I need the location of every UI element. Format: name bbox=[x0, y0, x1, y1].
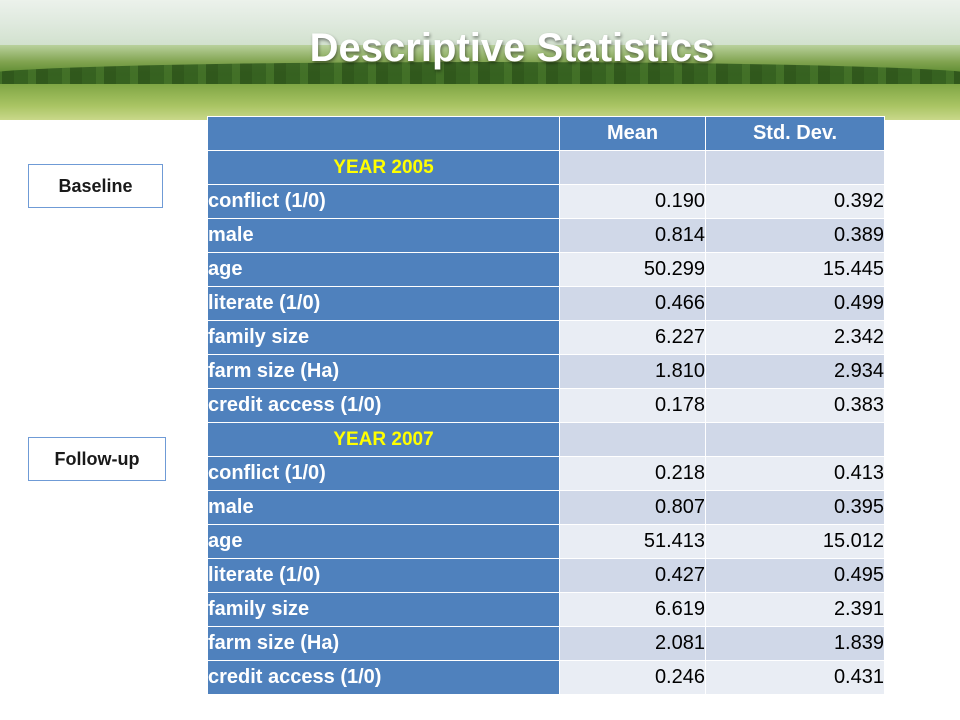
empty-cell bbox=[559, 150, 706, 185]
mean-value: 1.810 bbox=[559, 354, 706, 389]
mean-value: 0.178 bbox=[559, 388, 706, 423]
table-row: credit access (1/0) 0.246 0.431 bbox=[207, 660, 885, 695]
sd-value: 0.383 bbox=[705, 388, 885, 423]
sd-value: 0.413 bbox=[705, 456, 885, 491]
row-label: literate (1/0) bbox=[207, 286, 560, 321]
year-label: YEAR 2007 bbox=[207, 422, 560, 457]
sd-value: 0.389 bbox=[705, 218, 885, 253]
sd-value: 2.934 bbox=[705, 354, 885, 389]
row-label: family size bbox=[207, 592, 560, 627]
mean-value: 6.619 bbox=[559, 592, 706, 627]
empty-cell bbox=[705, 422, 885, 457]
empty-cell bbox=[705, 150, 885, 185]
sd-value: 2.391 bbox=[705, 592, 885, 627]
table-row: credit access (1/0) 0.178 0.383 bbox=[207, 388, 885, 423]
table-row: conflict (1/0) 0.218 0.413 bbox=[207, 456, 885, 491]
section-row-2005: YEAR 2005 bbox=[207, 150, 885, 185]
header-blank bbox=[207, 116, 560, 151]
sd-value: 0.395 bbox=[705, 490, 885, 525]
banner-field bbox=[0, 84, 960, 120]
empty-cell bbox=[559, 422, 706, 457]
table-row: family size 6.227 2.342 bbox=[207, 320, 885, 355]
table-header-row: Mean Std. Dev. bbox=[207, 116, 885, 151]
mean-value: 0.218 bbox=[559, 456, 706, 491]
table-row: male 0.807 0.395 bbox=[207, 490, 885, 525]
sd-value: 2.342 bbox=[705, 320, 885, 355]
baseline-label: Baseline bbox=[28, 164, 163, 208]
header-std-dev: Std. Dev. bbox=[705, 116, 885, 151]
sd-value: 0.495 bbox=[705, 558, 885, 593]
sd-value: 15.012 bbox=[705, 524, 885, 559]
mean-value: 0.246 bbox=[559, 660, 706, 695]
mean-value: 0.427 bbox=[559, 558, 706, 593]
header-mean: Mean bbox=[559, 116, 706, 151]
slide-title: Descriptive Statistics bbox=[309, 26, 715, 70]
sd-value: 0.431 bbox=[705, 660, 885, 695]
banner-treeline bbox=[0, 62, 960, 84]
row-label: credit access (1/0) bbox=[207, 660, 560, 695]
row-label: conflict (1/0) bbox=[207, 456, 560, 491]
mean-value: 0.190 bbox=[559, 184, 706, 219]
table-row: literate (1/0) 0.427 0.495 bbox=[207, 558, 885, 593]
row-label: male bbox=[207, 490, 560, 525]
table-row: male 0.814 0.389 bbox=[207, 218, 885, 253]
mean-value: 6.227 bbox=[559, 320, 706, 355]
sd-value: 0.392 bbox=[705, 184, 885, 219]
banner-sky bbox=[0, 0, 960, 45]
row-label: farm size (Ha) bbox=[207, 626, 560, 661]
mean-value: 0.807 bbox=[559, 490, 706, 525]
table-row: family size 6.619 2.391 bbox=[207, 592, 885, 627]
followup-label: Follow-up bbox=[28, 437, 166, 481]
table-row: age 51.413 15.012 bbox=[207, 524, 885, 559]
row-label: credit access (1/0) bbox=[207, 388, 560, 423]
mean-value: 51.413 bbox=[559, 524, 706, 559]
table-row: literate (1/0) 0.466 0.499 bbox=[207, 286, 885, 321]
mean-value: 50.299 bbox=[559, 252, 706, 287]
table-row: farm size (Ha) 2.081 1.839 bbox=[207, 626, 885, 661]
header-banner bbox=[0, 0, 960, 120]
sd-value: 1.839 bbox=[705, 626, 885, 661]
row-label: family size bbox=[207, 320, 560, 355]
mean-value: 0.814 bbox=[559, 218, 706, 253]
row-label: male bbox=[207, 218, 560, 253]
row-label: conflict (1/0) bbox=[207, 184, 560, 219]
statistics-table: Mean Std. Dev. YEAR 2005 conflict (1/0) … bbox=[207, 116, 885, 695]
row-label: literate (1/0) bbox=[207, 558, 560, 593]
mean-value: 0.466 bbox=[559, 286, 706, 321]
table-row: farm size (Ha) 1.810 2.934 bbox=[207, 354, 885, 389]
section-row-2007: YEAR 2007 bbox=[207, 422, 885, 457]
table-row: conflict (1/0) 0.190 0.392 bbox=[207, 184, 885, 219]
row-label: age bbox=[207, 252, 560, 287]
row-label: age bbox=[207, 524, 560, 559]
year-label: YEAR 2005 bbox=[207, 150, 560, 185]
mean-value: 2.081 bbox=[559, 626, 706, 661]
row-label: farm size (Ha) bbox=[207, 354, 560, 389]
table-row: age 50.299 15.445 bbox=[207, 252, 885, 287]
sd-value: 15.445 bbox=[705, 252, 885, 287]
sd-value: 0.499 bbox=[705, 286, 885, 321]
